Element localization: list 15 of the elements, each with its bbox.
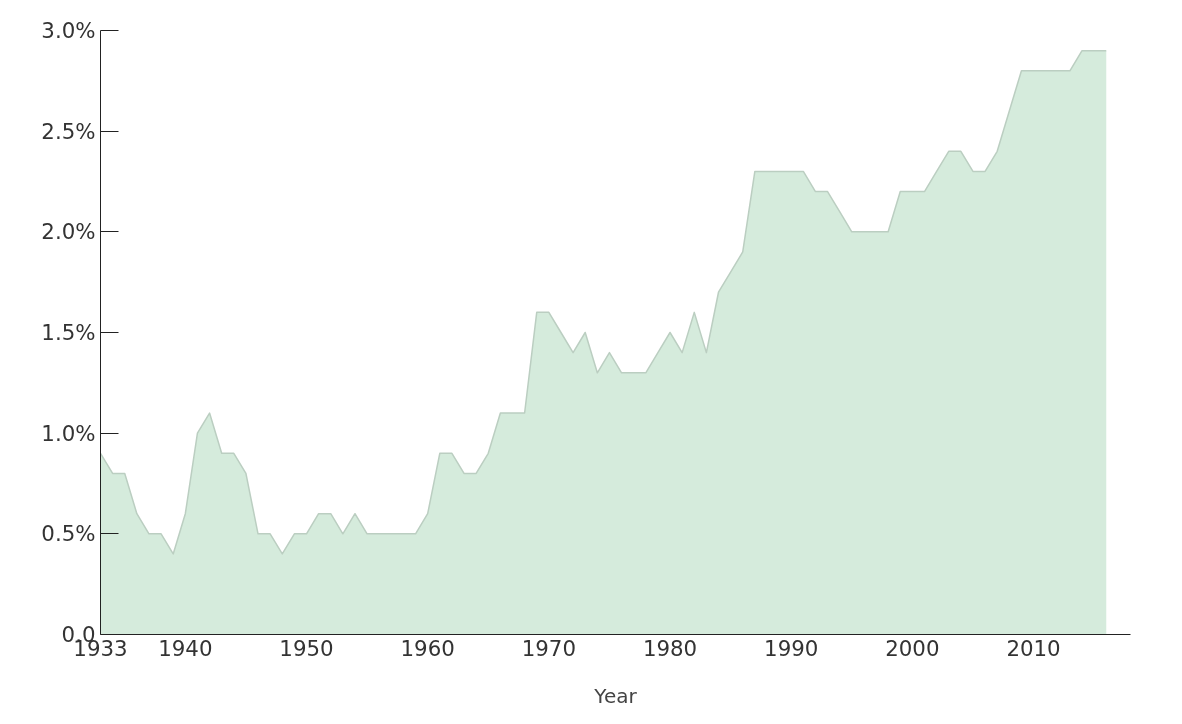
y-tick-label: 1.0% (41, 420, 96, 446)
x-tick-label: 1970 (521, 635, 576, 661)
y-tick-label: 3.0% (41, 18, 96, 43)
x-tick-label: 2000 (885, 635, 940, 661)
x-tick-label: 1980 (642, 635, 698, 661)
x-tick-label: 1960 (400, 635, 455, 661)
x-tick-label: 1990 (764, 635, 819, 661)
y-tick-label: 1.5% (41, 320, 96, 345)
x-axis-title: Year (593, 683, 638, 708)
x-tick-label: 1940 (158, 635, 213, 661)
x-tick-label: 1950 (279, 635, 334, 661)
y-tick-label: 2.0% (41, 219, 96, 245)
x-tick-label: 2010 (1006, 635, 1061, 661)
y-tick-label: 0.5% (41, 521, 96, 547)
y-tick-label: 2.5% (41, 118, 96, 144)
